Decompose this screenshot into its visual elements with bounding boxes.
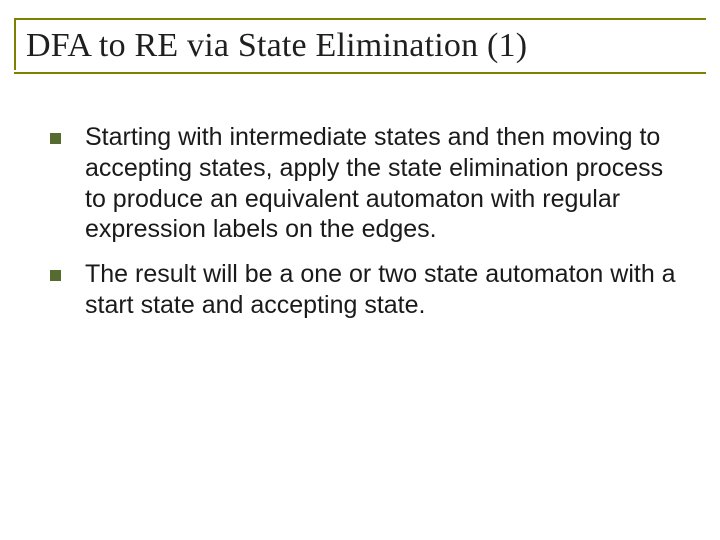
slide: DFA to RE via State Elimination (1) Star… (0, 18, 720, 540)
list-item: The result will be a one or two state au… (50, 259, 678, 321)
list-item: Starting with intermediate states and th… (50, 122, 678, 245)
bullet-square-icon (50, 270, 61, 281)
title-underline (14, 72, 706, 74)
slide-title: DFA to RE via State Elimination (1) (26, 26, 706, 65)
slide-body: Starting with intermediate states and th… (50, 122, 678, 321)
bullet-text: The result will be a one or two state au… (85, 259, 678, 321)
title-container: DFA to RE via State Elimination (1) (14, 18, 706, 70)
bullet-text: Starting with intermediate states and th… (85, 122, 678, 245)
bullet-square-icon (50, 133, 61, 144)
